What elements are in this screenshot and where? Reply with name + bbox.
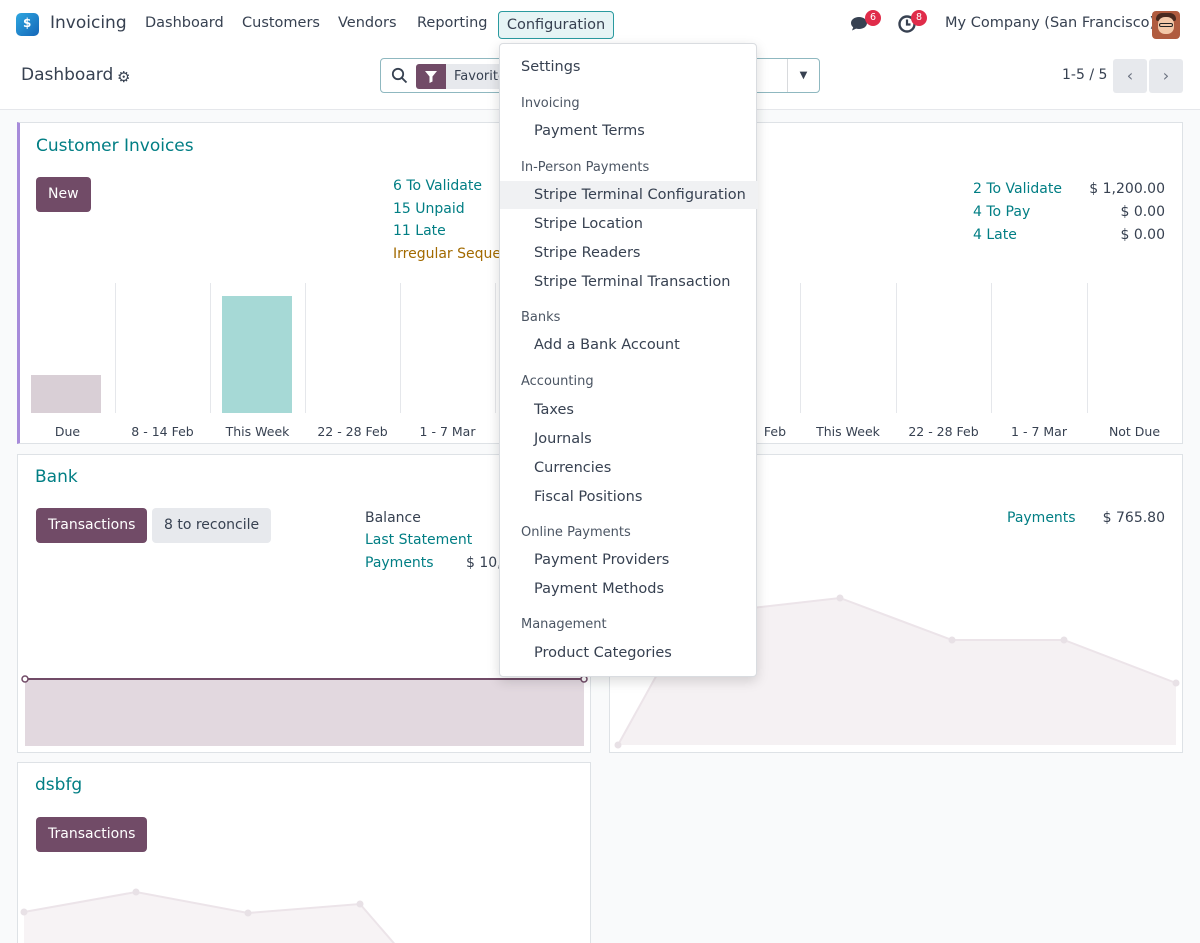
dsbfg-graph (20, 888, 396, 943)
menu-item-currencies[interactable]: Currencies (534, 460, 612, 476)
menu-item-payment-terms[interactable]: Payment Terms (534, 123, 645, 139)
menu-item-add-bank-account[interactable]: Add a Bank Account (534, 337, 680, 353)
to-validate-link[interactable]: 6 To Validate (393, 178, 482, 194)
transactions-button[interactable]: Transactions (36, 817, 148, 852)
bills-chart: Feb This Week 22 - 28 Feb 1 - 7 Mar Not … (610, 283, 1182, 443)
customer-invoices-card: Customer Invoices New 6 To Validate 15 U… (17, 122, 591, 444)
new-invoice-button[interactable]: New (36, 177, 91, 212)
nav-dashboard[interactable]: Dashboard (145, 15, 224, 31)
last-statement-link[interactable]: Last Statement (365, 532, 473, 548)
chevron-right-icon[interactable]: › (1149, 59, 1183, 93)
menu-item-stripe-terminal-configuration[interactable]: Stripe Terminal Configuration (500, 181, 758, 209)
invoices-chart: Due 8 - 14 Feb This Week 22 - 28 Feb 1 -… (20, 283, 591, 443)
bank-card: Bank Transactions 8 to reconcile Balance… (17, 454, 591, 753)
nav-customers[interactable]: Customers (242, 15, 320, 31)
payments-link[interactable]: Payments (365, 555, 434, 571)
menu-item-journals[interactable]: Journals (534, 431, 592, 447)
menu-section-in-person-payments: In-Person Payments (521, 160, 650, 175)
payments-amount: $ 765.80 (1102, 510, 1165, 526)
app-name[interactable]: Invoicing (50, 13, 127, 33)
menu-section-invoicing: Invoicing (521, 96, 580, 111)
menu-item-payment-methods[interactable]: Payment Methods (534, 581, 665, 597)
nav-vendors[interactable]: Vendors (338, 15, 397, 31)
search-icon[interactable] (391, 67, 408, 84)
chart-label: 1 - 7 Mar (419, 424, 476, 439)
chart-label: 1 - 7 Mar (1011, 424, 1067, 439)
chart-label: 22 - 28 Feb (908, 424, 979, 439)
payments-link[interactable]: Payments (1007, 510, 1076, 526)
chart-label: 8 - 14 Feb (131, 424, 194, 439)
chart-bar-due[interactable] (31, 375, 101, 413)
chart-label: 22 - 28 Feb (317, 424, 388, 439)
gear-icon[interactable]: ⚙ (117, 68, 131, 86)
chart-label: This Week (816, 424, 880, 439)
menu-section-online-payments: Online Payments (521, 525, 631, 540)
chart-label: Due (54, 424, 81, 439)
menu-item-settings[interactable]: Settings (521, 59, 581, 75)
reconcile-button[interactable]: 8 to reconcile (152, 508, 272, 543)
chart-label: Not Due (1108, 424, 1161, 439)
nav-reporting[interactable]: Reporting (417, 15, 488, 31)
menu-section-accounting: Accounting (521, 374, 594, 389)
menu-item-product-categories[interactable]: Product Categories (534, 645, 672, 661)
page-title: Dashboard (21, 65, 114, 85)
card-title[interactable]: Customer Invoices (36, 136, 194, 156)
menu-item-taxes[interactable]: Taxes (534, 402, 574, 418)
menu-item-stripe-location[interactable]: Stripe Location (534, 216, 643, 232)
cash-graph (614, 594, 1180, 749)
filter-icon (416, 64, 446, 89)
late-link[interactable]: 11 Late (393, 223, 446, 239)
messages-icon[interactable] (849, 14, 869, 34)
chart-label: Feb (763, 424, 787, 439)
payments-amount: $ 10, (466, 555, 502, 571)
top-navbar: $ Invoicing Dashboard Customers Vendors … (0, 0, 1200, 48)
menu-section-management: Management (521, 617, 607, 632)
card-title[interactable]: dsbfg (35, 775, 83, 795)
invoicing-app-icon[interactable]: $ (16, 13, 39, 36)
menu-item-fiscal-positions[interactable]: Fiscal Positions (534, 489, 643, 505)
amount-value: $ 0.00 (1120, 227, 1165, 243)
chevron-left-icon[interactable]: ‹ (1113, 59, 1147, 93)
menu-item-stripe-terminal-transaction[interactable]: Stripe Terminal Transaction (534, 274, 731, 290)
bank-balance-graph (21, 675, 588, 746)
chart-bar-this-week[interactable] (222, 296, 292, 413)
user-avatar[interactable] (1152, 11, 1180, 39)
late-link[interactable]: 4 Late (973, 227, 1017, 243)
pager-value[interactable]: 1-5 / 5 (1062, 67, 1108, 83)
activities-badge: 8 (911, 10, 927, 26)
menu-item-stripe-readers[interactable]: Stripe Readers (534, 245, 641, 261)
dsbfg-card: dsbfg Transactions (17, 762, 591, 943)
messages-badge: 6 (865, 10, 881, 26)
company-switcher[interactable]: My Company (San Francisco) (945, 15, 1156, 31)
unpaid-link[interactable]: 15 Unpaid (393, 201, 465, 217)
transactions-button[interactable]: Transactions (36, 508, 148, 543)
nav-configuration[interactable]: Configuration (498, 11, 614, 39)
amount-value: $ 1,200.00 (1089, 181, 1165, 197)
chart-label: This Week (225, 424, 290, 439)
amount-value: $ 0.00 (1120, 204, 1165, 220)
caret-down-icon[interactable]: ▼ (787, 59, 819, 92)
to-pay-link[interactable]: 4 To Pay (973, 204, 1031, 220)
menu-item-payment-providers[interactable]: Payment Providers (534, 552, 670, 568)
card-title[interactable]: Bank (35, 467, 78, 487)
configuration-dropdown: Settings Invoicing Payment Terms In-Pers… (499, 43, 758, 677)
to-validate-link[interactable]: 2 To Validate (973, 181, 1062, 197)
menu-section-banks: Banks (521, 310, 561, 325)
irregular-sequence-warning[interactable]: Irregular Seque (393, 246, 502, 262)
balance-label: Balance (365, 510, 421, 526)
